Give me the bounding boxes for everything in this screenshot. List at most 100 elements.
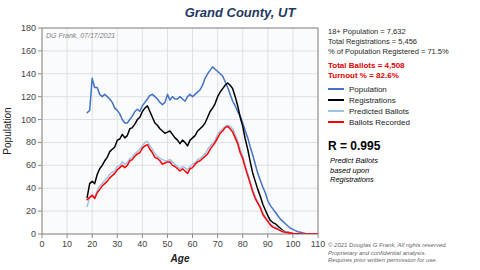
series-line — [87, 126, 318, 234]
tick-x — [318, 234, 319, 238]
legend-swatch — [328, 99, 344, 101]
tick-label-x: 30 — [112, 239, 122, 249]
tick-label-x: 40 — [137, 239, 147, 249]
tick-y — [38, 119, 42, 120]
legend: Population Registrations Predicted Ballots… — [328, 85, 410, 127]
tick-y — [38, 96, 42, 97]
tick-y — [38, 211, 42, 212]
grid-line-y — [42, 188, 318, 189]
tick-label-y: 140 — [21, 69, 36, 79]
tick-label-x: 10 — [62, 239, 72, 249]
plot-frame — [42, 28, 318, 234]
tick-label-x: 0 — [39, 239, 44, 249]
copyright: © 2021 Douglas G Frank, All rights reser… — [328, 242, 447, 263]
legend-swatch — [328, 121, 344, 123]
tick-label-x: 70 — [213, 239, 223, 249]
tick-label-x: 60 — [188, 239, 198, 249]
tick-label-y: 120 — [21, 92, 36, 102]
tick-label-x: 80 — [238, 239, 248, 249]
r-value-line: R = 0.995 — [328, 139, 381, 153]
tick-y — [38, 50, 42, 51]
legend-swatch — [328, 110, 344, 112]
tick-label-y: 160 — [21, 46, 36, 56]
tick-y — [38, 142, 42, 143]
copyright-line: Proprietary and confidential analysis. — [328, 250, 426, 256]
grid-line-x — [267, 28, 268, 234]
stats-highlight-line: Turnout % = 82.6% — [328, 71, 399, 80]
grid-line-x — [292, 28, 293, 234]
tick-label-x: 100 — [285, 239, 300, 249]
legend-swatch — [328, 88, 344, 90]
tick-y — [38, 188, 42, 189]
watermark-line: DG Frank, 07/17/2021 — [46, 32, 115, 39]
copyright-line: Requires prior written permission for us… — [328, 257, 437, 263]
grid-line-x — [192, 28, 193, 234]
stats-line: % of Population Registered = 71.5% — [328, 47, 449, 56]
tick-x — [42, 234, 43, 238]
tick-label-x: 50 — [162, 239, 172, 249]
tick-label-y: 0 — [31, 229, 36, 239]
watermark: DG Frank, 07/17/2021 — [46, 32, 115, 39]
chart: 0 20 40 60 80 100 120 140 160 180 0 10 20 30 40 50 60 70 8… — [0, 0, 480, 270]
tick-label-x: 20 — [87, 239, 97, 249]
r-label-line: based upon — [330, 166, 369, 175]
legend-label: Population — [349, 85, 387, 94]
tick-label-y: 180 — [21, 23, 36, 33]
tick-y — [38, 28, 42, 29]
series-line — [87, 125, 318, 234]
plot-area — [42, 28, 318, 234]
tick-y — [38, 73, 42, 74]
x-axis-label: Age — [170, 253, 190, 264]
stats: 18+ Population = 7,632Total Registration… — [328, 27, 449, 56]
grid-line-y — [42, 119, 318, 120]
tick-x — [267, 234, 268, 238]
series-line — [87, 83, 318, 234]
r-label: Predict Ballotsbased uponRegistrations — [330, 156, 378, 184]
title: Grand County, UT — [185, 5, 297, 20]
tick-x — [292, 234, 293, 238]
r-value: R = 0.995 — [328, 139, 381, 153]
stats-highlight-line: Total Ballots = 4,508 — [328, 61, 405, 70]
grid-line-y — [42, 50, 318, 51]
tick-x — [192, 234, 193, 238]
tick-x — [142, 234, 143, 238]
grid — [38, 28, 318, 238]
tick-label-y: 60 — [26, 160, 36, 170]
r-label-line: Predict Ballots — [330, 156, 378, 165]
tick-x — [217, 234, 218, 238]
tick-label-y: 80 — [26, 137, 36, 147]
series-lines — [87, 67, 318, 234]
tick-y — [38, 234, 42, 235]
tick-y — [38, 165, 42, 166]
stats-line: 18+ Population = 7,632 — [328, 27, 406, 36]
grid-line-x — [92, 28, 93, 234]
tick-x — [242, 234, 243, 238]
grid-line-x — [217, 28, 218, 234]
tick-x — [117, 234, 118, 238]
grid-line-y — [42, 165, 318, 166]
tick-x — [67, 234, 68, 238]
annotations: DG Frank, 07/17/2021 18+ Population = 7,6… — [46, 27, 449, 263]
tick-label-x: 90 — [263, 239, 273, 249]
tick-x — [167, 234, 168, 238]
legend-label: Registrations — [349, 96, 396, 105]
tick-labels: 0 20 40 60 80 100 120 140 160 180 0 10 20 30 40 50 60 70 8… — [21, 23, 325, 249]
stats-line: Total Registrations = 5,456 — [328, 37, 417, 46]
legend-label: Predicted Ballots — [349, 107, 409, 116]
grid-line-x — [167, 28, 168, 234]
tick-label-y: 100 — [21, 115, 36, 125]
tick-label-y: 40 — [26, 183, 36, 193]
grid-line-y — [42, 73, 318, 74]
tick-x — [92, 234, 93, 238]
grid-line-y — [42, 211, 318, 212]
tick-label-x: 110 — [311, 239, 325, 249]
r-label-line: Registrations — [330, 175, 374, 184]
series-line — [87, 67, 318, 234]
grid-line-x — [67, 28, 68, 234]
y-axis-label: Population — [2, 107, 13, 154]
grid-line-x — [117, 28, 118, 234]
tick-label-y: 20 — [26, 206, 36, 216]
copyright-line: © 2021 Douglas G Frank, All rights reser… — [328, 242, 447, 248]
grid-line-x — [142, 28, 143, 234]
legend-label: Ballots Recorded — [349, 118, 410, 127]
